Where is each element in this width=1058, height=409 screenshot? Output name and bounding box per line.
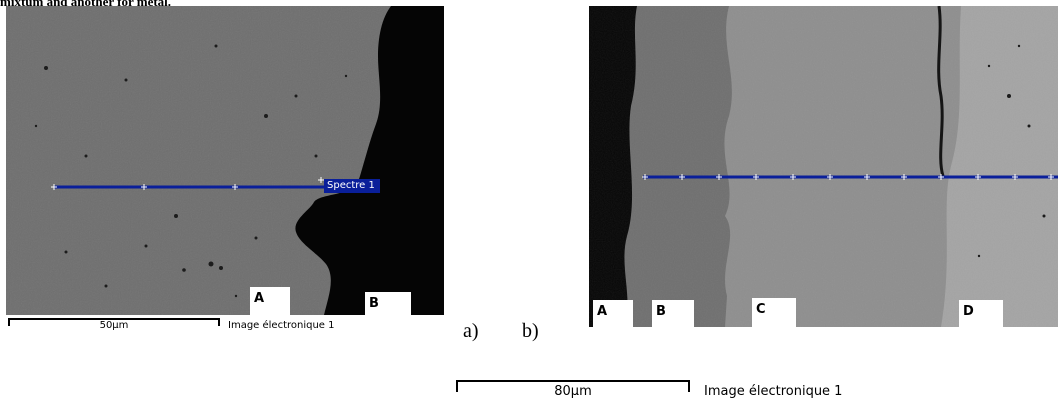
figure-caption: mixtum and another for metal. (0, 0, 172, 8)
region-label-b2: B (652, 300, 694, 327)
scale-bar-b (456, 380, 690, 392)
panel-letter-a: a) (463, 320, 479, 342)
region-label-b1: A (593, 300, 633, 327)
scale-text-b: 80µm (554, 384, 592, 399)
linescan-b-marker (679, 174, 685, 180)
linescan-b-marker (975, 174, 981, 180)
micrograph-b: A B C D (589, 6, 1058, 327)
linescan-b-marker (938, 174, 944, 180)
scale-bar-a (8, 318, 220, 326)
micrograph-b-image (589, 6, 1058, 327)
micrograph-a-image (6, 6, 444, 315)
linescan-a (51, 177, 378, 190)
region-label-a2: B (365, 292, 411, 315)
linescan-b-marker (790, 174, 796, 180)
linescan-b-marker (827, 174, 833, 180)
linescan-a-marker (318, 177, 324, 183)
linescan-b-marker (864, 174, 870, 180)
panel-letter-b: b) (522, 320, 539, 342)
micrograph-a: Spectre 1 A B (6, 6, 444, 315)
linescan-b-marker (716, 174, 722, 180)
linescan-b-marker (901, 174, 907, 180)
linescan-a-marker (51, 184, 57, 190)
linescan-b-marker (1012, 174, 1018, 180)
linescan-a-marker (232, 184, 238, 190)
linescan-b-marker (753, 174, 759, 180)
image-label-a: Image électronique 1 (228, 320, 335, 331)
linescan-a-marker (141, 184, 147, 190)
image-label-b: Image électronique 1 (704, 384, 843, 399)
region-label-b4: D (959, 300, 1003, 327)
region-label-b3: C (752, 298, 796, 327)
linescan-b-marker (1048, 174, 1054, 180)
scale-text-a: 50µm (99, 320, 129, 331)
spectrum-label-text: Spectre 1 (327, 180, 375, 191)
linescan-b (642, 174, 1058, 180)
spectrum-label: Spectre 1 (324, 179, 380, 193)
region-label-a1: A (250, 287, 290, 315)
linescan-b-marker (642, 174, 648, 180)
